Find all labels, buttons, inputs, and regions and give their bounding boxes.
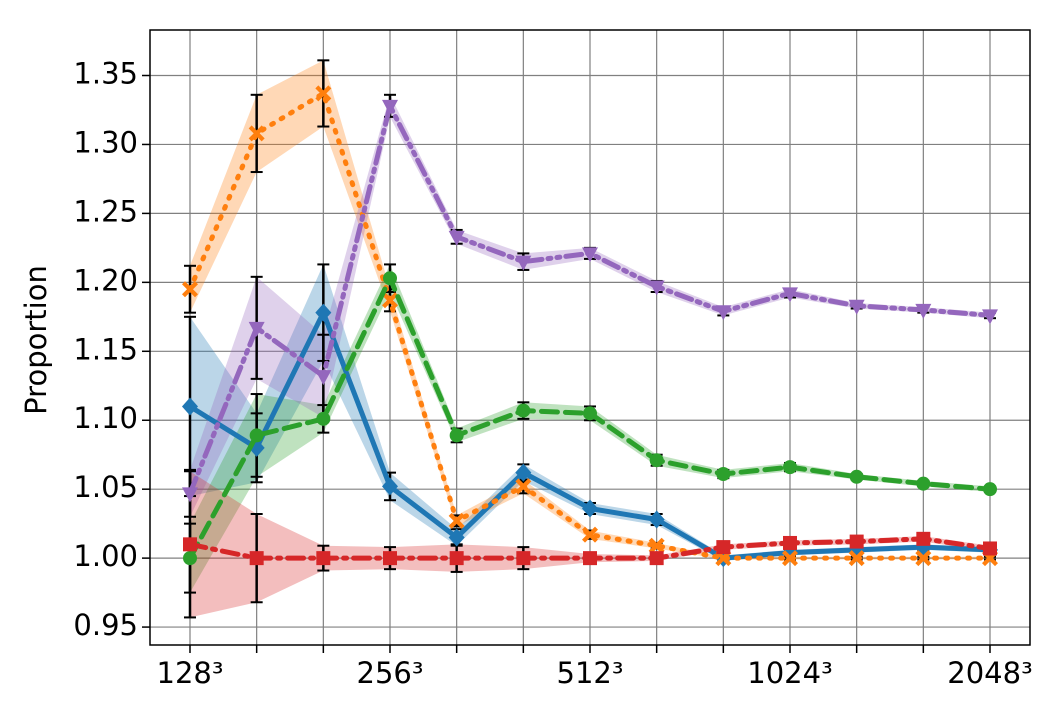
marker <box>848 550 865 567</box>
marker <box>315 370 332 386</box>
marker <box>716 467 731 482</box>
marker <box>983 541 997 556</box>
y-axis-label: Proportion <box>19 265 53 415</box>
marker <box>582 499 598 518</box>
marker <box>448 512 465 529</box>
marker <box>648 510 665 529</box>
marker <box>583 551 597 566</box>
x-tick-label: 2048³ <box>947 656 1032 690</box>
marker <box>915 303 932 319</box>
y-tick-label: 1.20 <box>73 263 138 297</box>
x-tick-label: 512³ <box>557 656 624 690</box>
marker <box>449 551 464 566</box>
marker <box>515 478 532 495</box>
x-tick-label: 256³ <box>357 656 424 690</box>
marker <box>715 305 732 321</box>
marker <box>648 537 665 554</box>
marker <box>248 321 265 337</box>
y-tick-label: 1.35 <box>73 57 138 91</box>
marker <box>516 403 531 418</box>
marker <box>249 428 264 443</box>
marker <box>515 463 532 482</box>
marker <box>383 551 397 566</box>
marker <box>382 292 398 309</box>
marker <box>583 406 597 421</box>
marker <box>716 540 731 555</box>
marker <box>316 411 331 426</box>
marker <box>849 469 864 484</box>
marker <box>849 534 864 549</box>
marker <box>783 535 797 550</box>
marker <box>915 550 932 567</box>
y-tick-label: 0.95 <box>73 608 138 642</box>
marker <box>449 428 464 443</box>
marker <box>182 397 198 416</box>
marker <box>649 551 664 566</box>
marker <box>383 271 397 286</box>
marker <box>183 551 197 566</box>
marker <box>316 551 331 566</box>
y-tick-label: 1.15 <box>73 332 138 366</box>
marker <box>249 551 264 566</box>
marker <box>382 477 398 496</box>
marker <box>982 309 998 325</box>
marker <box>183 537 197 552</box>
y-tick-label: 1.30 <box>73 125 138 159</box>
x-tick-label: 1024³ <box>747 656 832 690</box>
marker <box>782 550 798 567</box>
marker <box>248 125 265 142</box>
y-tick-label: 1.25 <box>73 194 138 228</box>
marker <box>649 453 664 468</box>
marker <box>315 303 332 322</box>
plot-frame <box>149 29 1031 646</box>
marker <box>715 550 732 567</box>
marker <box>916 476 931 491</box>
marker <box>182 281 198 298</box>
marker <box>582 526 598 543</box>
marker <box>516 551 531 566</box>
x-tick-label: 128³ <box>157 656 224 690</box>
marker <box>515 255 532 271</box>
marker <box>983 482 997 497</box>
marker <box>448 528 465 547</box>
marker <box>448 230 465 246</box>
y-tick-label: 1.10 <box>73 401 138 435</box>
marker <box>848 299 865 315</box>
y-tick-label: 1.05 <box>73 470 138 504</box>
marker <box>182 487 198 503</box>
marker <box>782 287 798 303</box>
marker <box>315 85 332 102</box>
y-tick-label: 1.00 <box>73 539 138 573</box>
marker <box>648 280 665 296</box>
marker <box>382 99 398 115</box>
marker <box>582 247 598 263</box>
marker <box>783 460 797 475</box>
marker <box>916 531 931 546</box>
error-band <box>190 60 990 560</box>
